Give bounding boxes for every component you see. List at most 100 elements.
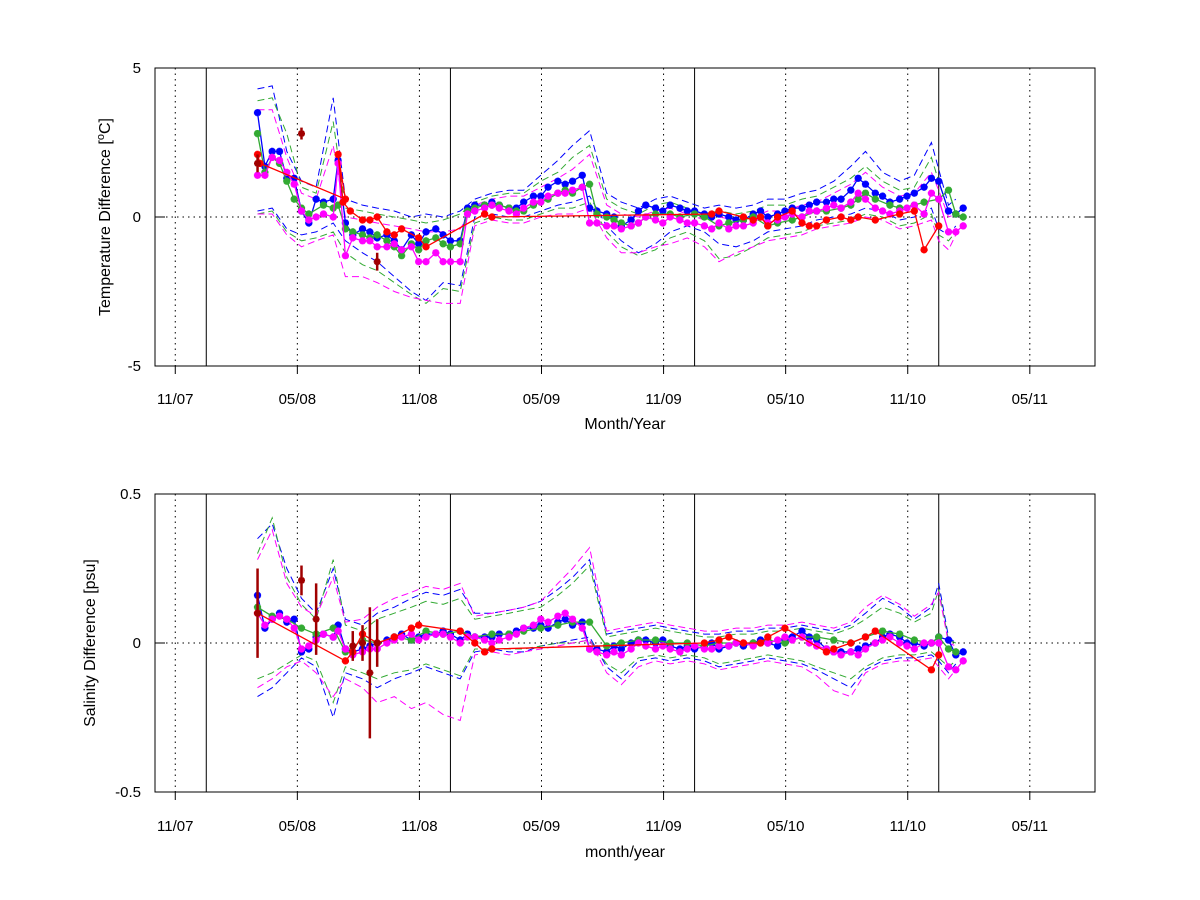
sal-series-2-point-74	[847, 648, 855, 656]
sal-errorbar-point-0	[254, 609, 261, 617]
temp-ytick-label-0: -5	[128, 358, 141, 375]
sal-series-0-point-57	[708, 639, 716, 647]
temp-series-2-point-10	[329, 213, 337, 221]
temp-series-3-point-26	[813, 222, 821, 230]
temp-ytick-label-2: 5	[133, 60, 141, 77]
temp-series-0-point-60	[732, 216, 740, 224]
sal-series-2-point-37	[544, 618, 552, 626]
temp-series-2-point-38	[554, 189, 562, 197]
temp-series-1-point-53	[700, 213, 708, 221]
temp-series-1-point-7	[305, 210, 313, 218]
temp-series-0-point-2	[268, 147, 276, 155]
temp-series-2-point-52	[666, 213, 674, 221]
temp-series-2-point-68	[798, 213, 806, 221]
sal-x-axis-title: month/year	[585, 844, 666, 861]
temp-series-0-point-1	[261, 162, 269, 170]
temp-series-2-point-5	[290, 180, 298, 188]
sal-xtick-label-4: 11/09	[645, 818, 681, 835]
temp-series-0-point-81	[903, 192, 911, 200]
temp-series-0-point-38	[554, 177, 562, 185]
sal-series-0-point-51	[659, 636, 667, 644]
sal-xtick-label-6: 11/10	[890, 818, 926, 835]
sal-envelope-2-lower	[257, 639, 957, 722]
sal-series-2-point-28	[471, 633, 479, 641]
sal-series-2-point-40	[568, 615, 577, 623]
sal-series-2-point-78	[879, 636, 887, 644]
temp-series-1-point-72	[920, 198, 928, 206]
temp-series-2-point-37	[544, 192, 552, 200]
sal-series-2-point-34	[520, 624, 528, 632]
sal-series-1-point-21	[586, 618, 594, 626]
temp-series-2-point-40	[568, 186, 577, 194]
temp-series-0-point-36	[537, 192, 545, 200]
sal-series-0-point-11	[334, 621, 342, 629]
temp-series-0-point-88	[959, 204, 967, 212]
temp-series-3-point-8	[373, 213, 381, 221]
sal-series-2-point-30	[488, 639, 496, 647]
temp-series-2-point-0	[253, 171, 262, 179]
temp-series-2-point-82	[910, 201, 918, 209]
sal-series-2-point-80	[896, 639, 904, 647]
sal-series-2-point-58	[715, 642, 723, 650]
sal-series-1-point-5	[329, 624, 337, 632]
sal-series-4	[254, 565, 381, 739]
sal-series-2-point-11	[334, 627, 342, 635]
sal-series-2-point-52	[666, 645, 674, 653]
temp-x-axis-title: Month/Year	[584, 416, 666, 433]
temp-series-1-point-66	[854, 195, 862, 203]
temp-series-0-point-23	[432, 225, 440, 233]
temp-series-1-point-18	[398, 252, 406, 260]
sal-series-3-point-12	[700, 639, 708, 647]
temp-series-2-point-84	[927, 189, 935, 197]
sal-series-2-point-45	[610, 648, 618, 656]
temp-series-2-point-11	[334, 159, 342, 167]
temp-series-0-point-86	[944, 207, 953, 215]
temp-series-2-point-9	[319, 210, 328, 218]
sal-series-3-point-24	[927, 666, 935, 674]
temp-series-2-point-22	[422, 258, 430, 266]
temp-series-1-point-68	[871, 195, 879, 203]
sal-series-3-point-17	[764, 633, 772, 641]
sal-series-0-point-46	[617, 645, 625, 653]
sal-series-2-point-64	[764, 639, 772, 647]
sal-series-2-point-59	[725, 642, 733, 650]
temp-series-1-point-15	[373, 231, 381, 239]
temp-series-2-point-42	[586, 219, 594, 227]
sal-xtick-label-1: 05/08	[279, 818, 317, 835]
temp-series-2-point-21	[415, 258, 423, 266]
temp-xtick-label-1: 05/08	[279, 391, 317, 408]
sal-series-1-point-45	[952, 648, 960, 656]
sal-series-2-point-3	[275, 612, 284, 620]
sal-series-2-point-2	[268, 615, 276, 623]
sal-series-1-point-43	[935, 633, 943, 641]
temp-series-2-point-88	[959, 222, 967, 230]
temp-series-2-point-26	[456, 258, 464, 266]
temp-series-4	[254, 127, 381, 271]
temp-series-3-point-23	[788, 207, 796, 215]
temp-series-0-point-85	[935, 177, 943, 185]
sal-series-3-point-20	[830, 645, 838, 653]
temp-series-3-point-34	[920, 246, 928, 254]
temp-series-0-point-40	[568, 177, 577, 185]
temp-series-3-point-16	[708, 210, 716, 218]
temp-series-2-point-14	[358, 237, 367, 245]
sal-series-2-point-36	[537, 615, 545, 623]
sal-series-2-point-65	[774, 636, 782, 644]
sal-series-2-point-79	[886, 633, 894, 641]
temp-series-2-point-39	[561, 189, 569, 197]
temp-series-0-point-69	[805, 201, 813, 209]
temp-series-3-point-12	[415, 234, 423, 242]
sal-series-3-point-23	[871, 627, 879, 635]
temp-series-3-point-14	[481, 210, 489, 218]
temp-series-1-point-67	[861, 189, 870, 197]
temp-series-3-point-17	[715, 207, 723, 215]
sal-xtick-label-0: 11/07	[157, 818, 193, 835]
sal-series-2-point-69	[805, 639, 813, 647]
temp-series-2-point-66	[781, 213, 789, 221]
temp-series-2-point-73	[837, 204, 845, 212]
temp-series-0-point-74	[847, 186, 855, 194]
sal-series-2-point-17	[383, 639, 391, 647]
temp-series-0-point-83	[920, 183, 928, 191]
sal-series-2-point-66	[781, 633, 789, 641]
sal-series-2-point-7	[305, 642, 313, 650]
